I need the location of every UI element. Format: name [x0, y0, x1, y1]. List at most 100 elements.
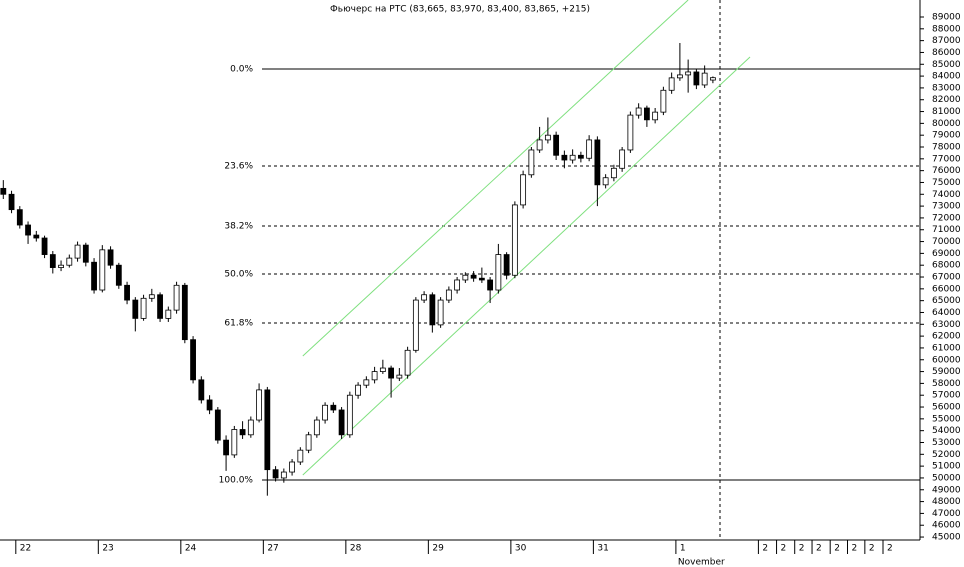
y-tick-label: 49000 [932, 485, 961, 495]
y-tick-label: 71000 [932, 225, 961, 235]
y-tick-label: 65000 [932, 296, 961, 306]
candle-body [577, 154, 584, 159]
y-tick-label: 78000 [932, 143, 961, 153]
candle-body [247, 419, 254, 436]
y-tick-label: 46000 [932, 521, 961, 531]
y-tick-label: 59000 [932, 367, 961, 377]
candle-body [82, 244, 89, 263]
y-tick-label: 60000 [932, 355, 961, 365]
candle-body [371, 371, 378, 381]
x-month-label: November [678, 558, 725, 567]
candle-body [297, 449, 304, 463]
y-tick-label: 63000 [932, 320, 961, 330]
candle-body [388, 367, 395, 379]
candle-body [396, 374, 403, 379]
x-tick-label: 31 [597, 544, 608, 554]
trend-line [302, 56, 751, 476]
y-tick-label: 77000 [932, 154, 961, 164]
candle-body [124, 284, 130, 301]
candle-body [429, 294, 436, 326]
candle-body [462, 274, 469, 281]
y-tick-label: 52000 [932, 450, 961, 460]
y-tick-label: 79000 [932, 131, 961, 141]
x-tick-label: 2 [816, 544, 822, 554]
fib-label: 38.2% [224, 221, 253, 231]
y-tick-label: 54000 [932, 426, 961, 436]
fib-label: 100.0% [219, 475, 254, 485]
y-tick-label: 82000 [932, 95, 961, 105]
candle-body [132, 299, 139, 319]
y-tick-label: 73000 [932, 202, 961, 212]
fib-label: 61.8% [224, 318, 253, 328]
y-tick-label: 70000 [932, 237, 961, 247]
candle-body [528, 149, 535, 176]
candle-body [437, 299, 444, 326]
candle-body [190, 339, 196, 381]
candle-body [256, 389, 262, 421]
candle-body [49, 254, 56, 268]
fib-label: 23.6% [224, 161, 253, 171]
candle-body [272, 469, 279, 479]
y-tick-label: 45000 [932, 533, 961, 543]
y-tick-label: 58000 [932, 379, 961, 389]
y-tick-label: 47000 [932, 509, 961, 519]
y-tick-label: 67000 [932, 273, 961, 283]
candle-body [470, 274, 477, 279]
candle-body [165, 309, 172, 319]
candle-body [91, 261, 97, 291]
y-tick-label: 76000 [932, 166, 961, 176]
y-tick-label: 66000 [932, 284, 961, 294]
fib-label: 0.0% [230, 65, 253, 75]
candle-body [404, 349, 411, 376]
candle-body [602, 177, 609, 186]
candle-body [676, 74, 683, 79]
y-tick-label: 55000 [932, 414, 961, 424]
y-tick-label: 72000 [932, 213, 961, 223]
x-tick-label: 2 [781, 544, 787, 554]
candle-body [553, 134, 560, 156]
candle-body [412, 299, 419, 351]
candle-body [511, 204, 518, 276]
candle-body [445, 289, 452, 301]
candle-body [206, 399, 213, 411]
y-tick-label: 75000 [932, 178, 961, 188]
candle-body [140, 297, 147, 319]
candle-body [231, 429, 238, 456]
candle-body [330, 404, 337, 411]
y-tick-label: 69000 [932, 249, 961, 259]
x-tick-label: 2 [887, 544, 893, 554]
candle-body [454, 279, 461, 291]
candle-body [223, 439, 229, 456]
candle-body [8, 193, 15, 211]
y-tick-label: 53000 [932, 438, 961, 448]
candle-body [115, 264, 122, 286]
candle-body [610, 167, 617, 179]
candle-body [709, 77, 716, 81]
x-tick-label: 2 [834, 544, 840, 554]
chart-title: Фьючерс на РТС (83,665, 83,970, 83,400, … [330, 5, 590, 15]
candle-body [305, 434, 312, 451]
y-tick-label: 62000 [932, 332, 961, 342]
candle-body [74, 244, 81, 259]
candle-body [148, 294, 155, 299]
x-tick-label: 24 [185, 544, 197, 554]
candle-body [544, 134, 551, 141]
x-tick-label: 2 [869, 544, 875, 554]
x-tick-label: 23 [102, 544, 113, 554]
candle-body [520, 174, 527, 206]
candle-body [586, 139, 593, 159]
x-tick-label: 2 [852, 544, 858, 554]
candle-body [487, 279, 494, 291]
candle-body [214, 409, 221, 441]
y-tick-label: 57000 [932, 391, 961, 401]
candle-body [157, 294, 163, 319]
trend-line [302, 0, 689, 357]
y-tick-label: 64000 [932, 308, 961, 318]
x-tick-label: 28 [350, 544, 362, 554]
x-tick-label: 1 [680, 544, 686, 554]
candle-body [313, 419, 320, 436]
y-tick-label: 87000 [932, 36, 961, 46]
candle-body [643, 107, 650, 121]
